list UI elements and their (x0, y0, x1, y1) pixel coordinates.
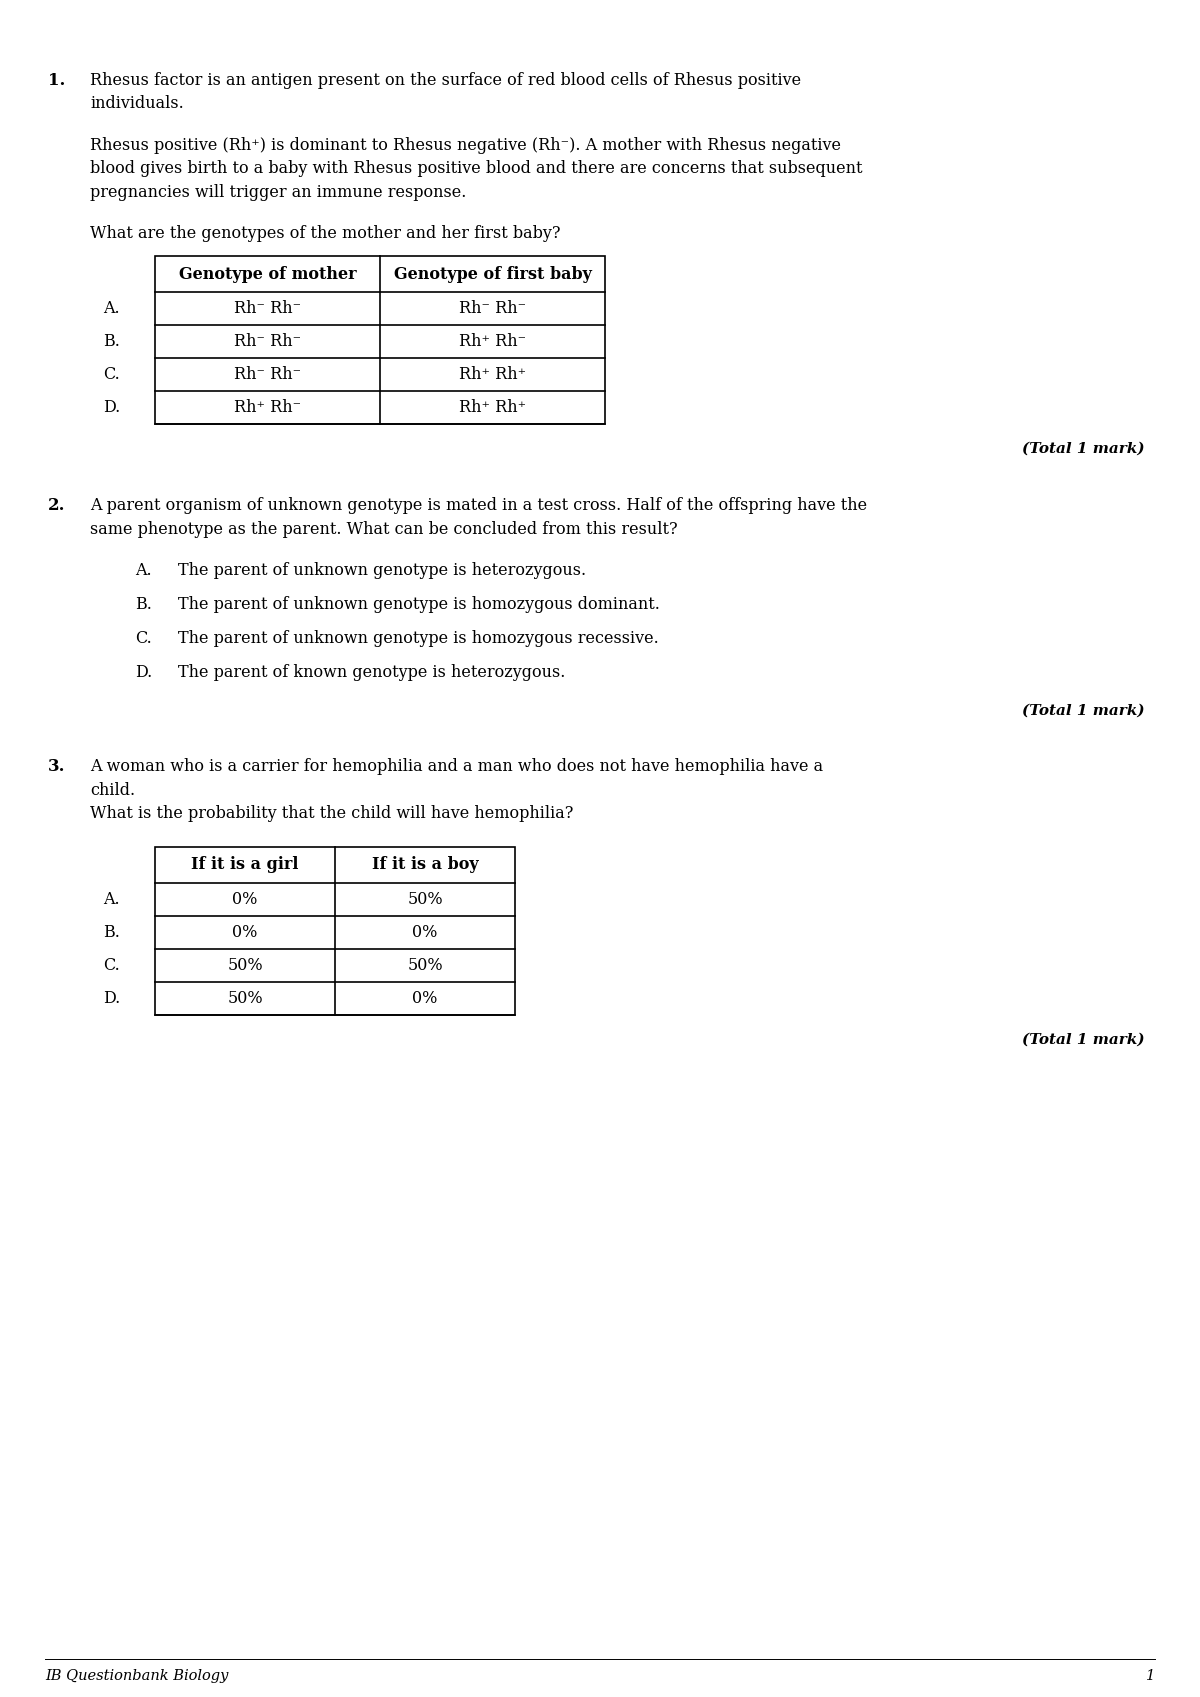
Text: A.: A. (134, 562, 151, 579)
Text: D.: D. (134, 664, 152, 680)
Text: D.: D. (103, 399, 120, 416)
Text: 0%: 0% (413, 989, 438, 1006)
Text: Rhesus positive (Rh⁺) is dominant to Rhesus negative (Rh⁻). A mother with Rhesus: Rhesus positive (Rh⁺) is dominant to Rhe… (90, 137, 841, 154)
Text: Genotype of mother: Genotype of mother (179, 265, 356, 282)
Text: (Total 1 mark): (Total 1 mark) (1022, 441, 1145, 456)
Text: B.: B. (103, 333, 120, 350)
Text: B.: B. (134, 596, 152, 613)
Text: 50%: 50% (227, 957, 263, 974)
Text: C.: C. (134, 630, 151, 647)
Text: Rhesus factor is an antigen present on the surface of red blood cells of Rhesus : Rhesus factor is an antigen present on t… (90, 71, 802, 88)
Text: A.: A. (103, 891, 120, 908)
Text: Rh⁺ Rh⁻: Rh⁺ Rh⁻ (458, 333, 526, 350)
Text: C.: C. (103, 367, 120, 384)
Text: same phenotype as the parent. What can be concluded from this result?: same phenotype as the parent. What can b… (90, 521, 678, 538)
Text: A.: A. (103, 300, 120, 317)
Text: IB Questionbank Biology: IB Questionbank Biology (46, 1670, 228, 1683)
Text: Rh⁻ Rh⁻: Rh⁻ Rh⁻ (458, 300, 526, 317)
Text: 50%: 50% (407, 891, 443, 908)
Text: Rh⁺ Rh⁻: Rh⁺ Rh⁻ (234, 399, 301, 416)
Bar (155, 847, 515, 1015)
Text: 2.: 2. (48, 497, 66, 514)
Text: pregnancies will trigger an immune response.: pregnancies will trigger an immune respo… (90, 183, 467, 200)
Text: 0%: 0% (413, 923, 438, 940)
Text: Genotype of first baby: Genotype of first baby (394, 265, 592, 282)
Text: 0%: 0% (233, 891, 258, 908)
Text: 50%: 50% (407, 957, 443, 974)
Text: C.: C. (103, 957, 120, 974)
Text: 0%: 0% (233, 923, 258, 940)
Text: The parent of unknown genotype is heterozygous.: The parent of unknown genotype is hetero… (178, 562, 586, 579)
Text: A woman who is a carrier for hemophilia and a man who does not have hemophilia h: A woman who is a carrier for hemophilia … (90, 759, 823, 776)
Text: The parent of known genotype is heterozygous.: The parent of known genotype is heterozy… (178, 664, 565, 680)
Text: If it is a boy: If it is a boy (372, 857, 479, 874)
Text: Rh⁺ Rh⁺: Rh⁺ Rh⁺ (458, 399, 526, 416)
Bar (155, 256, 605, 424)
Text: blood gives birth to a baby with Rhesus positive blood and there are concerns th: blood gives birth to a baby with Rhesus … (90, 161, 863, 178)
Text: 1.: 1. (48, 71, 65, 88)
Text: A parent organism of unknown genotype is mated in a test cross. Half of the offs: A parent organism of unknown genotype is… (90, 497, 868, 514)
Text: D.: D. (103, 989, 120, 1006)
Text: 3.: 3. (48, 759, 66, 776)
Text: 50%: 50% (227, 989, 263, 1006)
Text: (Total 1 mark): (Total 1 mark) (1022, 1033, 1145, 1047)
Text: Rh⁻ Rh⁻: Rh⁻ Rh⁻ (234, 333, 301, 350)
Text: The parent of unknown genotype is homozygous dominant.: The parent of unknown genotype is homozy… (178, 596, 660, 613)
Text: child.: child. (90, 782, 136, 799)
Text: Rh⁺ Rh⁺: Rh⁺ Rh⁺ (458, 367, 526, 384)
Text: Rh⁻ Rh⁻: Rh⁻ Rh⁻ (234, 367, 301, 384)
Text: 1: 1 (1146, 1670, 1154, 1683)
Text: (Total 1 mark): (Total 1 mark) (1022, 703, 1145, 718)
Text: If it is a girl: If it is a girl (191, 857, 299, 874)
Text: The parent of unknown genotype is homozygous recessive.: The parent of unknown genotype is homozy… (178, 630, 659, 647)
Text: What are the genotypes of the mother and her first baby?: What are the genotypes of the mother and… (90, 226, 560, 243)
Text: Rh⁻ Rh⁻: Rh⁻ Rh⁻ (234, 300, 301, 317)
Text: B.: B. (103, 923, 120, 940)
Text: What is the probability that the child will have hemophilia?: What is the probability that the child w… (90, 806, 574, 823)
Text: individuals.: individuals. (90, 95, 184, 112)
